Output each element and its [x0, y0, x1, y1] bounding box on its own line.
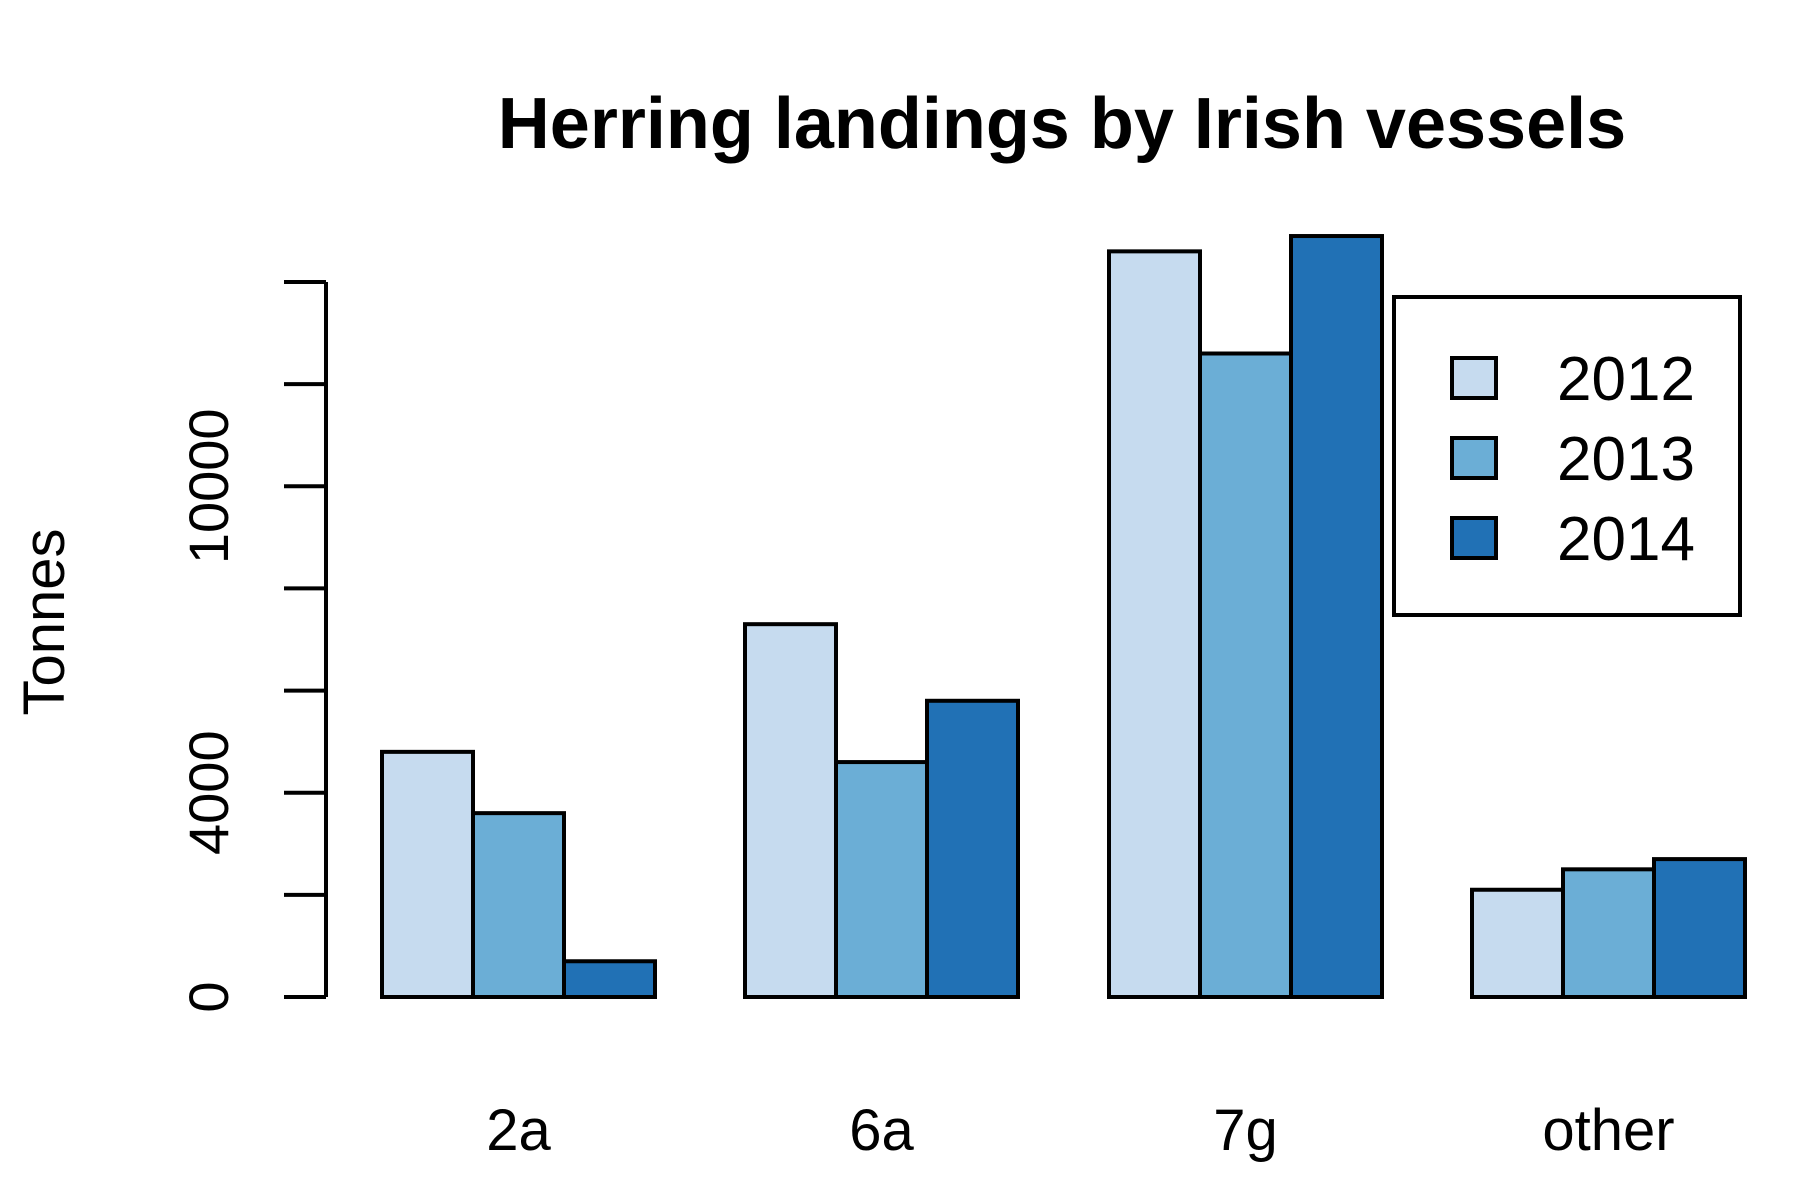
bar	[1107, 249, 1202, 1000]
x-tick-label: other	[1542, 1098, 1674, 1163]
bar	[1198, 351, 1293, 999]
x-tick-label: 7g	[1213, 1098, 1278, 1163]
bar	[925, 698, 1020, 999]
bar	[834, 760, 929, 999]
bar	[380, 749, 475, 999]
x-axis-labels: 2a 6a 7g other	[486, 1098, 1674, 1163]
chart-title: Herring landings by Irish vessels	[498, 84, 1626, 164]
x-tick-label: 6a	[849, 1098, 914, 1163]
y-tick-label: 4000	[177, 730, 240, 855]
bar	[1470, 887, 1565, 999]
legend-swatch	[1450, 516, 1498, 560]
legend-label: 2014	[1557, 505, 1695, 574]
bar	[471, 811, 566, 1000]
legend-swatch	[1450, 356, 1498, 400]
bar	[743, 622, 838, 1000]
bar-group	[380, 234, 1747, 1000]
bar	[1289, 234, 1384, 1000]
legend: 2012 2013 2014	[1392, 295, 1742, 617]
y-axis: 0 4000 10000	[177, 280, 328, 1013]
legend-label: 2012	[1557, 345, 1695, 414]
x-tick-label: 2a	[486, 1098, 551, 1163]
bar	[1561, 867, 1656, 999]
legend-swatch	[1450, 436, 1498, 480]
legend-label: 2013	[1557, 425, 1695, 494]
y-tick-label: 0	[177, 981, 240, 1012]
y-axis-label: Tonnes	[12, 528, 77, 715]
bar	[562, 959, 657, 999]
bar	[1652, 857, 1747, 999]
y-tick-label: 10000	[177, 408, 240, 564]
